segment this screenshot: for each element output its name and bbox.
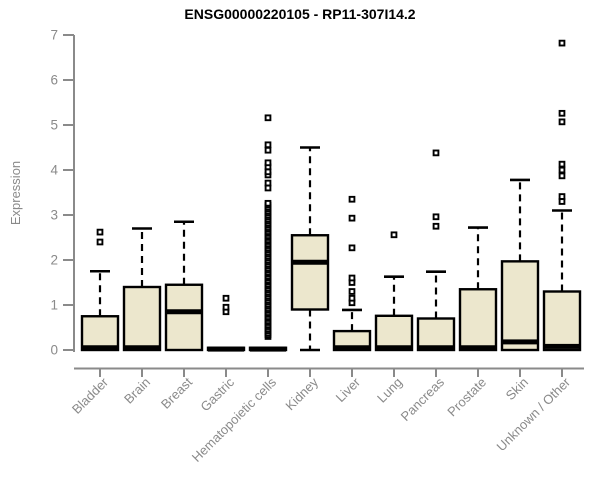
outlier-point-unknown-other [558, 39, 566, 47]
outlier-point-hematopoietic-cells [264, 179, 272, 187]
y-tick-label: 2 [50, 253, 58, 268]
box-bladder [80, 315, 120, 352]
box-pancreas [416, 317, 456, 352]
outlier-point-pancreas [432, 222, 440, 230]
outlier-point-liver [348, 195, 356, 203]
outlier-point-hematopoietic-cells [264, 146, 272, 154]
median-line-skin [502, 339, 538, 345]
outlier-point-unknown-other [558, 109, 566, 117]
x-tick-label-breast: Breast [158, 374, 195, 411]
median-line-gastric [208, 346, 244, 352]
outlier-point-unknown-other [558, 166, 566, 174]
x-tick-label-brain: Brain [121, 375, 153, 407]
outlier-point-hematopoietic-cells [264, 199, 272, 207]
outlier-point-unknown-other [558, 160, 566, 168]
median-line-liver [334, 345, 370, 351]
median-line-pancreas [418, 345, 454, 351]
outlier-point-liver [348, 288, 356, 295]
x-tick-label-pancreas: Pancreas [398, 374, 448, 424]
box-breast [164, 283, 204, 352]
median-line-bladder [82, 345, 118, 351]
x-tick-label-kidney: Kidney [282, 374, 321, 413]
outlier-point-unknown-other [558, 172, 566, 180]
outlier-point-lung [390, 231, 398, 239]
outlier-point-hematopoietic-cells [264, 141, 272, 149]
median-line-kidney [292, 259, 328, 265]
y-tick-label: 7 [50, 28, 58, 43]
x-tick-label-liver: Liver [333, 374, 364, 405]
outlier-point-unknown-other [558, 193, 566, 200]
outlier-point-pancreas [432, 213, 440, 221]
y-tick-label: 3 [50, 208, 58, 223]
box-prostate [458, 288, 498, 352]
outlier-point-liver [348, 294, 356, 302]
x-tick-label-lung: Lung [374, 375, 405, 406]
x-tick-label-skin: Skin [503, 375, 531, 403]
outlier-point-gastric [222, 294, 230, 302]
y-tick-label: 6 [50, 73, 58, 88]
y-tick-label: 1 [50, 298, 58, 313]
box-unknown-other [542, 290, 582, 352]
box-skin [500, 260, 540, 352]
x-tick-label-bladder: Bladder [69, 374, 112, 417]
outlier-point-liver [348, 274, 356, 282]
outlier-point-unknown-other [558, 118, 566, 126]
box-brain [122, 285, 162, 352]
outlier-point-liver [348, 244, 356, 252]
outlier-point-gastric [222, 303, 230, 311]
median-line-breast [166, 309, 202, 315]
median-line-unknown-other [544, 343, 580, 349]
chart-title: ENSG00000220105 - RP11-307I14.2 [184, 6, 416, 22]
outlier-point-hematopoietic-cells [264, 114, 272, 122]
median-line-prostate [460, 345, 496, 351]
outlier-point-pancreas [432, 149, 440, 157]
outlier-point-hematopoietic-cells [264, 159, 272, 167]
x-tick-label-gastric: Gastric [197, 374, 237, 414]
box-lung [374, 314, 414, 352]
outlier-point-bladder [96, 238, 104, 246]
median-line-lung [376, 345, 412, 351]
x-tick-label-unknown-other: Unknown / Other [494, 374, 574, 454]
y-tick-label: 0 [50, 343, 58, 358]
outlier-point-liver [348, 214, 356, 222]
y-tick-label: 4 [50, 163, 58, 178]
y-tick-label: 5 [50, 118, 58, 133]
median-line-hematopoietic-cells [250, 346, 286, 352]
outlier-point-bladder [96, 228, 104, 236]
median-line-brain [124, 345, 160, 351]
x-tick-label-prostate: Prostate [444, 375, 489, 420]
box-kidney [290, 234, 330, 311]
